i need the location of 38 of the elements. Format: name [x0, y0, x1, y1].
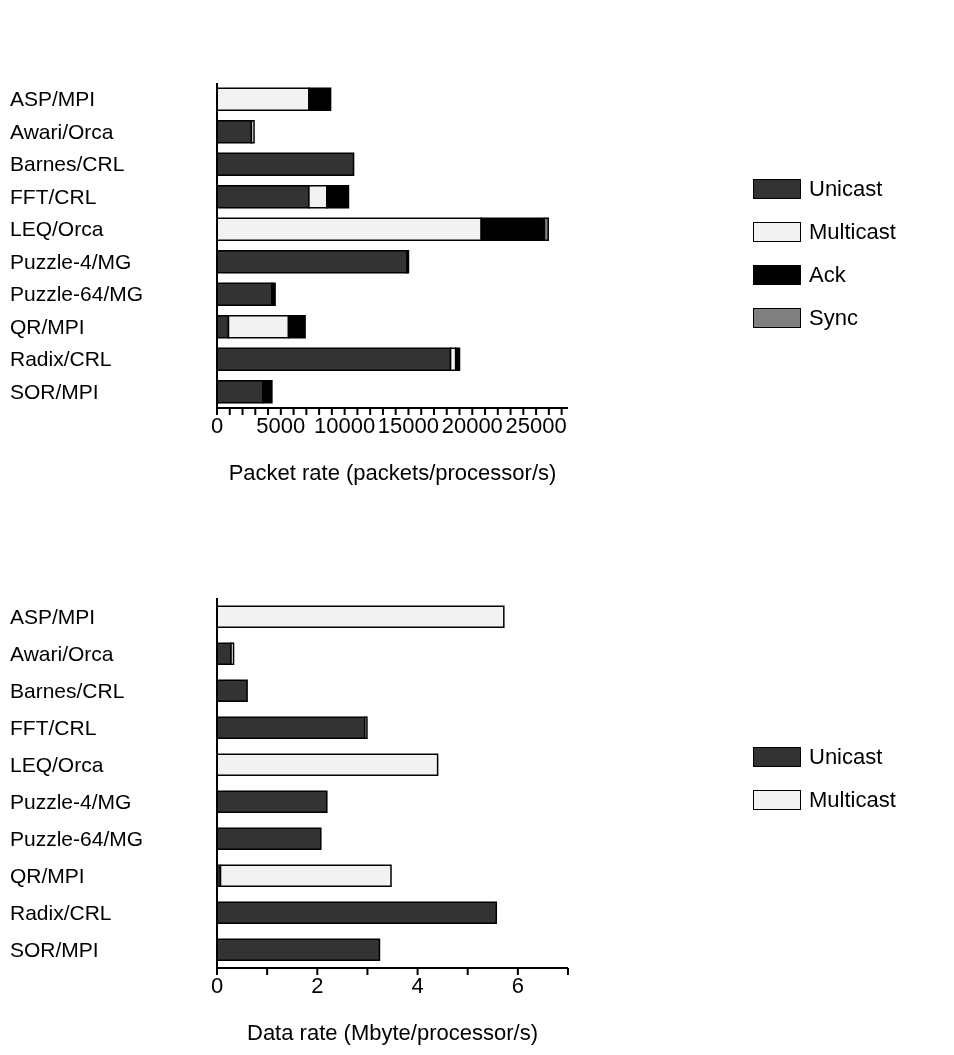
x-tick-label: 0 [210, 972, 224, 998]
x-tick-label: 4 [411, 972, 424, 998]
legend-label: Sync [809, 304, 858, 331]
y-tick-label: QR/MPI [10, 863, 85, 887]
y-tick-label: FFT/CRL [10, 715, 97, 739]
legend-label: Multicast [809, 218, 896, 245]
x-tick-label: 10000 [314, 412, 376, 438]
x-tick-label: 6 [511, 972, 524, 998]
y-tick-label: Puzzle-64/MG [10, 282, 144, 306]
x-tick-label: 0 [210, 412, 224, 438]
y-tick-label: SOR/MPI [10, 937, 99, 961]
y-tick-label: ASP/MPI [10, 604, 96, 628]
y-tick-label: Puzzle-4/MG [10, 789, 132, 813]
y-tick-label: Radix/CRL [10, 347, 112, 371]
y-tick-label: Barnes/CRL [10, 678, 125, 702]
x-tick-label: 2 [311, 972, 324, 998]
y-tick-label: FFT/CRL [10, 184, 97, 208]
y-tick-label: QR/MPI [10, 314, 85, 338]
y-tick-label: Awari/Orca [10, 119, 114, 143]
x-tick-label: 5000 [256, 412, 306, 438]
y-tick-label: LEQ/Orca [10, 752, 104, 776]
legend-label: Multicast [809, 786, 896, 813]
legend-label: Unicast [809, 743, 883, 770]
y-tick-label: ASP/MPI [10, 87, 96, 111]
y-tick-label: SOR/MPI [10, 379, 99, 403]
y-tick-label: Awari/Orca [10, 641, 114, 665]
y-tick-label: LEQ/Orca [10, 217, 104, 241]
x-tick-label: 20000 [441, 412, 503, 438]
y-tick-label: Radix/CRL [10, 900, 112, 924]
x-axis-title: Packet rate (packets/processor/s) [228, 460, 557, 485]
y-tick-label: Puzzle-4/MG [10, 249, 132, 273]
x-tick-label: 25000 [505, 412, 567, 438]
legend-label: Unicast [809, 175, 883, 202]
x-axis-title: Data rate (Mbyte/processor/s) [247, 1020, 538, 1045]
x-tick-label: 15000 [377, 412, 440, 438]
y-tick-label: Barnes/CRL [10, 152, 125, 176]
legend-label: Ack [809, 261, 846, 288]
y-tick-label: Puzzle-64/MG [10, 826, 144, 850]
